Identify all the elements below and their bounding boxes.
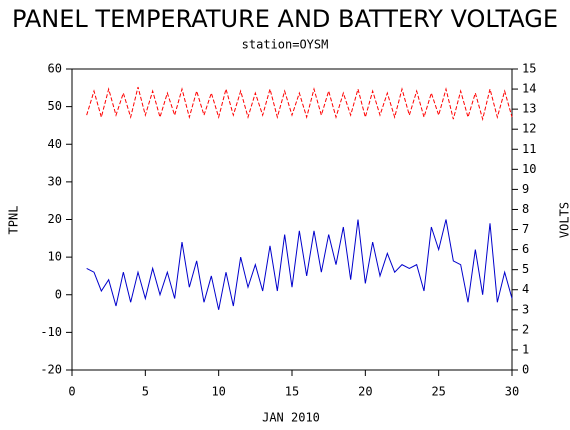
y2-tick-label: 4	[522, 282, 529, 296]
y2-tick-label: 9	[522, 182, 529, 196]
x-axis-label: JAN 2010	[262, 411, 320, 425]
y2-tick-label: 1	[522, 342, 529, 356]
y-tick-label: 30	[48, 174, 62, 188]
x-tick-label: 30	[505, 385, 519, 399]
y2-tick-label: 10	[522, 162, 536, 176]
y2-tick-label: 5	[522, 262, 529, 276]
y-tick-label: -20	[40, 363, 62, 377]
y2-tick-label: 0	[522, 363, 529, 377]
y2-tick-label: 13	[522, 102, 536, 116]
y-tick-label: -10	[40, 325, 62, 339]
y2-tick-label: 15	[522, 62, 536, 76]
y2-tick-label: 7	[522, 222, 529, 236]
y2-tick-label: 8	[522, 202, 529, 216]
series-line	[86, 219, 513, 310]
y-axis-label: TPNL	[7, 206, 21, 235]
y2-tick-label: 2	[522, 322, 529, 336]
x-tick-label: 0	[68, 385, 75, 399]
chart-title: PANEL TEMPERATURE AND BATTERY VOLTAGE	[12, 5, 558, 33]
y2-tick-label: 12	[522, 122, 536, 136]
y2-axis-label: VOLTS	[558, 202, 570, 238]
x-tick-label: 25	[431, 385, 445, 399]
y-tick-label: 60	[48, 62, 62, 76]
y2-tick-label: 14	[522, 82, 536, 96]
y-tick-label: 10	[48, 250, 62, 264]
x-tick-label: 5	[142, 385, 149, 399]
chart-subtitle: station=OYSM	[242, 38, 329, 52]
y-tick-label: 20	[48, 212, 62, 226]
x-tick-label: 20	[358, 385, 372, 399]
y2-tick-label: 11	[522, 142, 536, 156]
y2-tick-label: 6	[522, 242, 529, 256]
x-tick-label: 10	[211, 385, 225, 399]
y-tick-label: 0	[55, 287, 62, 301]
x-tick-label: 15	[285, 385, 299, 399]
y2-tick-label: 3	[522, 302, 529, 316]
y-tick-label: 50	[48, 99, 62, 113]
y-tick-label: 40	[48, 137, 62, 151]
series-line	[86, 86, 513, 122]
